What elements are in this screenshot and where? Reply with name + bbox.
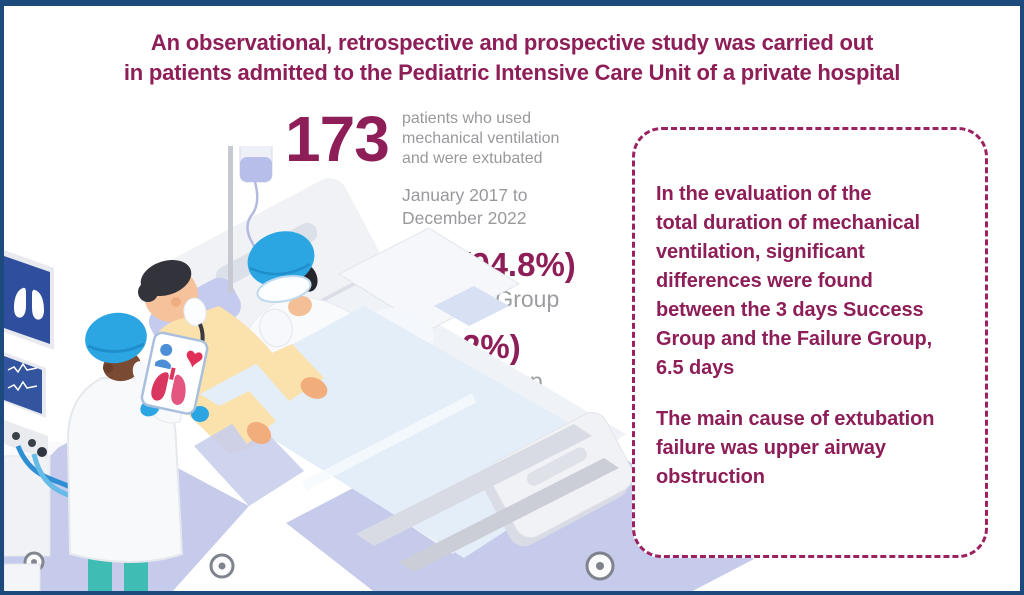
protective-goggles-icon	[256, 274, 312, 304]
finding-cause: The main cause of extubation failure was…	[656, 408, 935, 488]
surgical-cap-icon	[85, 312, 147, 364]
total-patients-value: 173	[285, 103, 390, 175]
patient-monitor	[4, 250, 98, 511]
waveform-line	[7, 380, 38, 392]
iv-bag-icon	[239, 146, 273, 271]
total-patients-caption: patients who used mechanical ventilation…	[402, 110, 560, 167]
bed-frame	[209, 424, 619, 581]
finding-duration: In the evaluation of the total duration …	[656, 183, 933, 379]
face-mask-icon	[259, 308, 293, 348]
findings-box: In the evaluation of the total duration …	[632, 127, 988, 558]
lungs-icon	[151, 367, 186, 405]
heart-icon	[186, 350, 203, 368]
waveform-line	[7, 362, 38, 374]
patient-avatar-icon	[160, 343, 173, 356]
lungs-icon	[14, 287, 44, 320]
study-period: January 2017 to December 2022	[402, 185, 528, 228]
iv-pole	[228, 146, 233, 293]
tablet-icon	[140, 331, 209, 415]
page-title: An observational, retrospective and pros…	[123, 30, 901, 85]
patient-arms	[219, 344, 328, 445]
breathing-mask-icon	[183, 297, 207, 327]
